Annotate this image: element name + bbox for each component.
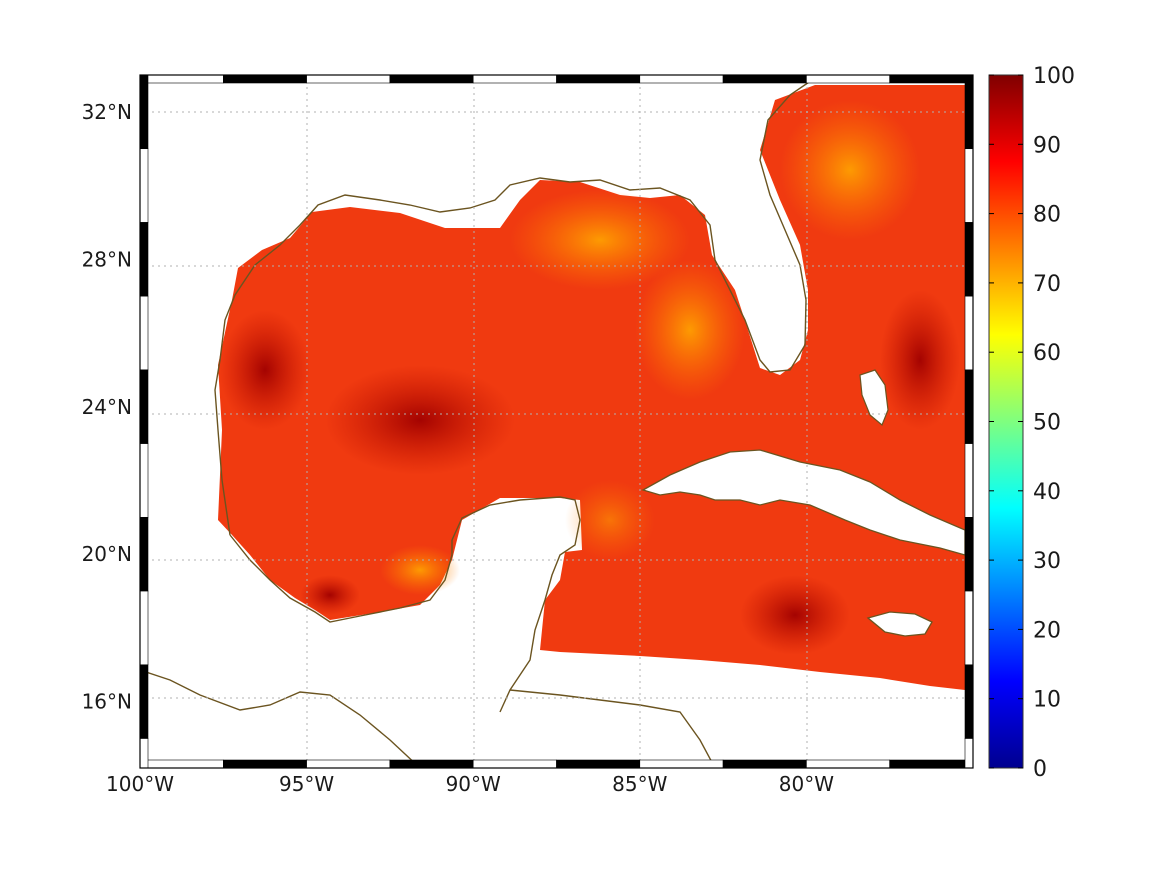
latitude-label: 24°N xyxy=(82,395,132,419)
longitude-label: 80°W xyxy=(779,772,834,796)
frame-outline xyxy=(139,74,974,769)
yucatan-coastline xyxy=(451,496,581,713)
latitude-labels: 32°N 28°N 24°N 20°N 16°N xyxy=(82,100,132,714)
longitude-labels: 100°W 95°W 90°W 85°W 80°W xyxy=(106,772,834,796)
orange-region-ne-gulf xyxy=(510,190,690,290)
frame-segment-bottom xyxy=(472,759,557,769)
frame-segment-bottom xyxy=(806,759,891,769)
frame-segment-right xyxy=(964,738,974,769)
colorbar xyxy=(988,74,1024,769)
colorbar-tick-label: 40 xyxy=(1033,480,1061,505)
frame-segment-bottom xyxy=(889,759,974,769)
frame-segment-left xyxy=(139,295,149,371)
orange-region-atlantic xyxy=(780,100,920,240)
frame-segment-right xyxy=(964,148,974,223)
frame-segment-bottom xyxy=(306,759,391,769)
heatmap-layer xyxy=(218,85,966,690)
frame-segment-right xyxy=(964,74,974,150)
frame-segment-top xyxy=(889,74,974,84)
colorbar-tick-label: 30 xyxy=(1033,549,1061,574)
longitude-label: 85°W xyxy=(612,772,667,796)
frame-segment-left xyxy=(139,664,149,739)
frame-segment-left xyxy=(139,74,149,150)
colorbar-tick-label: 80 xyxy=(1033,203,1061,228)
frame-segment-right xyxy=(964,443,974,518)
colorbar-tick-label: 0 xyxy=(1033,757,1047,782)
frame-segment-right xyxy=(964,369,974,444)
frame-segment-top xyxy=(139,74,224,84)
frame-segment-top xyxy=(556,74,641,84)
frame-segment-bottom xyxy=(223,759,307,769)
frame-segment-top xyxy=(472,74,557,84)
frame-segment-right xyxy=(964,517,974,592)
frame-segment-top xyxy=(722,74,807,84)
colorbar-tick-label: 70 xyxy=(1033,272,1061,297)
andros-island xyxy=(859,369,889,426)
frame-segment-right xyxy=(964,222,974,297)
frame-segment-left xyxy=(139,222,149,297)
longitude-label: 100°W xyxy=(106,772,174,796)
hot-region-caribbean xyxy=(740,575,850,655)
colorbar-tick-label: 50 xyxy=(1033,411,1061,436)
frame-segment-bottom xyxy=(389,759,474,769)
frame-segment-right xyxy=(964,295,974,371)
cuba-island xyxy=(641,449,966,556)
hot-region-central-gulf xyxy=(325,365,515,475)
frame-segment-left xyxy=(139,148,149,223)
frame-segment-left xyxy=(139,517,149,592)
hot-region-bahamas xyxy=(880,290,960,430)
graticule xyxy=(140,75,973,768)
gulf-coastline xyxy=(214,77,816,536)
colorbar-tick-label: 20 xyxy=(1033,618,1061,643)
frame-segment-bottom xyxy=(556,759,641,769)
frame-segment-left xyxy=(139,590,149,666)
frame-segment-left xyxy=(139,738,149,769)
frame-segment-top xyxy=(389,74,474,84)
orange-region-w-florida xyxy=(635,260,745,400)
map-frame xyxy=(139,74,974,769)
hot-region-bay-campeche xyxy=(300,575,360,615)
frame-segment-right xyxy=(964,590,974,666)
colorbar-tick-label: 10 xyxy=(1033,688,1061,713)
bay-campeche-coastline xyxy=(229,534,453,623)
colorbar-ticks: 0 10 20 30 40 50 60 70 80 90 100 xyxy=(989,64,1075,782)
colorbar-tick-label: 60 xyxy=(1033,341,1061,366)
frame-segment-top xyxy=(639,74,724,84)
frame-segment-top xyxy=(223,74,307,84)
latitude-label: 20°N xyxy=(82,542,132,566)
gulf-field xyxy=(218,85,965,690)
frame-segment-bottom xyxy=(722,759,807,769)
latitude-label: 32°N xyxy=(82,100,132,124)
longitude-label: 95°W xyxy=(279,772,334,796)
colorbar-tick-label: 100 xyxy=(1033,64,1075,89)
longitude-label: 90°W xyxy=(446,772,501,796)
hot-region-western-gulf xyxy=(220,310,310,430)
latitude-label: 28°N xyxy=(82,247,132,271)
frame-segment-left xyxy=(139,443,149,518)
frame-segment-left xyxy=(139,369,149,444)
frame-segment-top xyxy=(806,74,891,84)
frame-segment-right xyxy=(964,664,974,739)
colorbar-tick-label: 90 xyxy=(1033,133,1061,158)
frame-segment-top xyxy=(306,74,391,84)
orange-region-campeche xyxy=(380,545,460,595)
latitude-label: 16°N xyxy=(82,690,132,714)
orange-region-yucatan-channel xyxy=(565,480,655,560)
frame-segment-bottom xyxy=(139,759,224,769)
jamaica-island xyxy=(866,611,933,637)
frame-segment-bottom xyxy=(639,759,724,769)
